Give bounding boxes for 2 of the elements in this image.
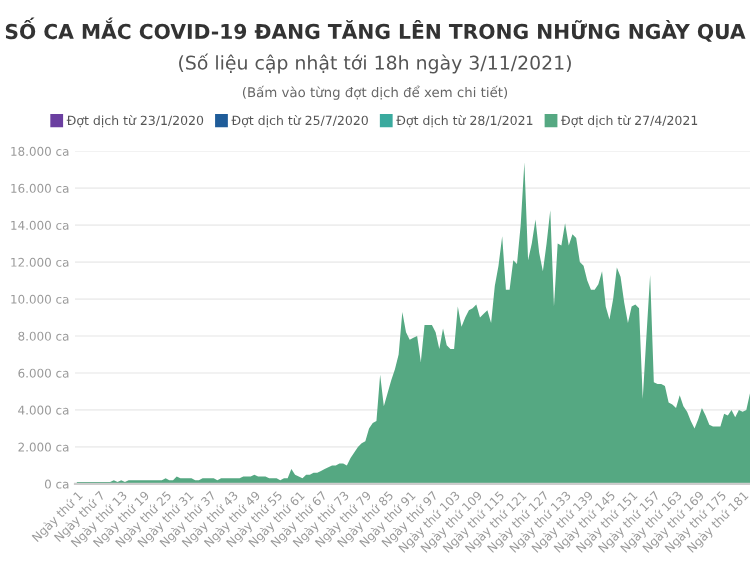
chart-title: SỐ CA MẮC COVID-19 ĐANG TĂNG LÊN TRONG NHỮNG NGÀY QUA	[5, 17, 746, 42]
chart-subtitle: (Số liệu cập nhật tới 18h ngày 3/11/2021)	[179, 53, 571, 74]
